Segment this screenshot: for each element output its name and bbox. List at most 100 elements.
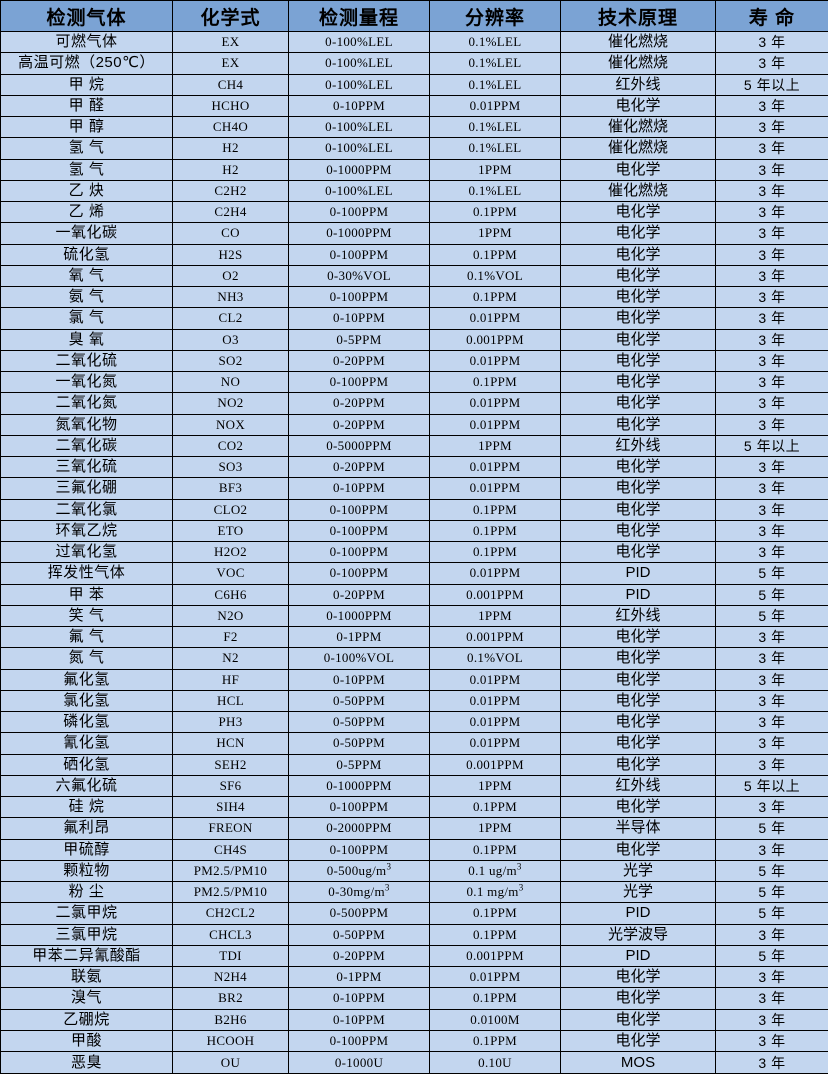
cell-range: 0-20PPM <box>288 455 430 479</box>
cell-formula: HCHO <box>172 94 289 118</box>
cell-formula: HCL <box>172 689 289 713</box>
cell-principle: 电化学 <box>560 413 716 436</box>
cell-life: 3 年 <box>715 519 828 543</box>
cell-life: 3 年 <box>715 52 828 75</box>
cell-principle: 电化学 <box>560 838 716 861</box>
cell-principle: 催化燃烧 <box>560 179 716 203</box>
cell-range: 0-100%LEL <box>288 52 430 75</box>
cell-gas: 氯 气 <box>0 307 173 330</box>
cell-resolution: 0.1PPM <box>429 795 561 819</box>
cell-resolution: 0.1PPM <box>429 540 561 564</box>
cell-range: 0-2000PPM <box>288 817 430 840</box>
cell-life: 5 年 <box>715 562 828 585</box>
cell-resolution: 1PPM <box>429 222 561 245</box>
cell-range: 0-100%LEL <box>288 137 430 160</box>
table-body: 可燃气体 EX 0-100%LEL 0.1%LEL 催化燃烧 3 年高温可燃（250℃） E… <box>0 30 828 1074</box>
table-row: 三氧化硫 SO3 0-20PPM 0.01PPM 电化学 3 年 <box>0 455 828 479</box>
table-row: 氨 气 NH3 0-100PPM 0.1PPM 电化学 3 年 <box>0 285 828 309</box>
table-row: 二氧化碳 CO2 0-5000PPM 1PPM 红外线 5 年以上 <box>0 434 828 458</box>
cell-life: 5 年 <box>715 583 828 606</box>
cell-principle: 电化学 <box>560 264 716 288</box>
cell-life: 3 年 <box>715 965 828 989</box>
cell-life: 3 年 <box>715 413 828 436</box>
cell-principle: 电化学 <box>560 753 716 776</box>
cell-formula: CH4S <box>172 838 289 861</box>
cell-range: 0-1PPM <box>288 625 430 649</box>
column-header-resolution: 分辨率 <box>429 0 561 32</box>
cell-principle: PID <box>560 583 716 606</box>
table-row: 氧 气 O2 0-30%VOL 0.1%VOL 电化学 3 年 <box>0 264 828 288</box>
cell-resolution: 0.1%LEL <box>429 52 561 75</box>
cell-formula: SO2 <box>172 349 289 373</box>
cell-gas: 三氯甲烷 <box>0 923 173 946</box>
cell-formula: PM2.5/PM10 <box>172 859 289 883</box>
cell-principle: PID <box>560 944 716 968</box>
cell-life: 3 年 <box>715 1051 828 1074</box>
cell-gas: 联氨 <box>0 965 173 989</box>
cell-principle: 催化燃烧 <box>560 137 716 160</box>
cell-resolution: 0.1%LEL <box>429 179 561 203</box>
cell-formula: CHCL3 <box>172 923 289 946</box>
cell-principle: 电化学 <box>560 349 716 373</box>
cell-life: 3 年 <box>715 200 828 224</box>
cell-life: 5 年以上 <box>715 434 828 458</box>
cell-principle: 电化学 <box>560 1029 716 1053</box>
cell-life: 3 年 <box>715 222 828 245</box>
cell-gas: 二氧化硫 <box>0 349 173 373</box>
cell-formula: CO <box>172 222 289 245</box>
cell-life: 5 年 <box>715 902 828 925</box>
cell-range: 0-1000PPM <box>288 222 430 245</box>
table-row: 臭 氧 O3 0-5PPM 0.001PPM 电化学 3 年 <box>0 328 828 351</box>
cell-life: 3 年 <box>715 285 828 309</box>
cell-resolution: 1PPM <box>429 434 561 458</box>
cell-formula: F2 <box>172 625 289 649</box>
cell-formula: O2 <box>172 264 289 288</box>
cell-gas: 笑 气 <box>0 604 173 628</box>
cell-principle: 电化学 <box>560 477 716 500</box>
cell-life: 5 年 <box>715 859 828 883</box>
cell-range: 0-100PPM <box>288 243 430 266</box>
cell-range: 0-1PPM <box>288 965 430 989</box>
cell-principle: 电化学 <box>560 965 716 989</box>
cell-range: 0-100%LEL <box>288 115 430 139</box>
table-row: 氟化氢 HF 0-10PPM 0.01PPM 电化学 3 年 <box>0 668 828 691</box>
cell-resolution: 0.1PPM <box>429 902 561 925</box>
superscript-three: 3 <box>516 861 522 872</box>
table-row: 氢 气 H2 0-1000PPM 1PPM 电化学 3 年 <box>0 158 828 181</box>
table-row: 氟 气 F2 0-1PPM 0.001PPM 电化学 3 年 <box>0 625 828 649</box>
cell-range: 0-50PPM <box>288 710 430 734</box>
cell-resolution: 0.1PPM <box>429 498 561 521</box>
cell-life: 3 年 <box>715 838 828 861</box>
cell-gas: 二氧化氯 <box>0 498 173 521</box>
cell-life: 3 年 <box>715 647 828 670</box>
cell-life: 3 年 <box>715 710 828 734</box>
cell-range: 0-1000PPM <box>288 774 430 798</box>
cell-range: 0-100%VOL <box>288 647 430 670</box>
cell-resolution: 0.001PPM <box>429 753 561 776</box>
cell-life: 3 年 <box>715 328 828 351</box>
cell-range: 0-100PPM <box>288 519 430 543</box>
cell-gas: 氢 气 <box>0 158 173 181</box>
cell-principle: MOS <box>560 1051 716 1074</box>
cell-principle: 电化学 <box>560 1008 716 1031</box>
cell-range: 0-100PPM <box>288 838 430 861</box>
cell-life: 3 年 <box>715 987 828 1010</box>
cell-life: 3 年 <box>715 455 828 479</box>
table-row: 甲硫醇 CH4S 0-100PPM 0.1PPM 电化学 3 年 <box>0 838 828 861</box>
table-row: 乙 烯 C2H4 0-100PPM 0.1PPM 电化学 3 年 <box>0 200 828 224</box>
cell-resolution: 0.01PPM <box>429 689 561 713</box>
cell-range: 0-100%LEL <box>288 179 430 203</box>
table-row: 硫化氢 H2S 0-100PPM 0.1PPM 电化学 3 年 <box>0 243 828 266</box>
cell-range: 0-1000PPM <box>288 604 430 628</box>
table-row: 氮 气 N2 0-100%VOL 0.1%VOL 电化学 3 年 <box>0 647 828 670</box>
cell-range: 0-1000PPM <box>288 158 430 181</box>
cell-range: 0-100PPM <box>288 562 430 585</box>
cell-gas: 氰化氢 <box>0 732 173 755</box>
column-header-gas: 检测气体 <box>0 0 173 32</box>
cell-formula: O3 <box>172 328 289 351</box>
cell-range: 0-500PPM <box>288 902 430 925</box>
cell-life: 3 年 <box>715 732 828 755</box>
cell-resolution: 0.01PPM <box>429 477 561 500</box>
table-row: 硅 烷 SIH4 0-100PPM 0.1PPM 电化学 3 年 <box>0 795 828 819</box>
